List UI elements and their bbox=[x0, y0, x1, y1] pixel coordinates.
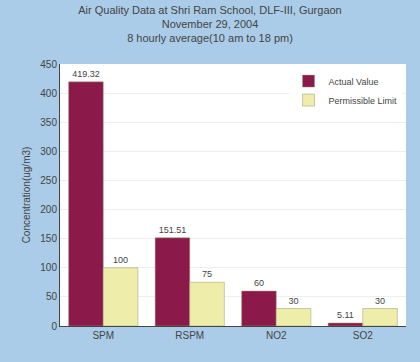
svg-text:300: 300 bbox=[40, 146, 57, 157]
svg-text:30: 30 bbox=[375, 296, 385, 306]
svg-text:RSPM: RSPM bbox=[175, 330, 204, 341]
svg-text:SO2: SO2 bbox=[353, 330, 373, 341]
svg-text:419.32: 419.32 bbox=[72, 69, 100, 79]
svg-text:350: 350 bbox=[40, 117, 57, 128]
svg-text:NO2: NO2 bbox=[266, 330, 287, 341]
svg-text:5.11: 5.11 bbox=[337, 310, 354, 320]
svg-text:Concentration(ug/m3): Concentration(ug/m3) bbox=[21, 147, 32, 244]
svg-text:450: 450 bbox=[40, 59, 57, 70]
svg-text:400: 400 bbox=[40, 88, 57, 99]
svg-text:75: 75 bbox=[202, 269, 212, 279]
svg-text:30: 30 bbox=[289, 296, 299, 306]
svg-text:Permissible Limit: Permissible Limit bbox=[329, 96, 398, 106]
svg-text:Actual Value: Actual Value bbox=[329, 77, 379, 87]
svg-text:Air Quality Data at Shri Ram S: Air Quality Data at Shri Ram School, DLF… bbox=[78, 4, 342, 45]
svg-text:100: 100 bbox=[40, 262, 57, 273]
svg-text:150: 150 bbox=[40, 233, 57, 244]
svg-text:0: 0 bbox=[51, 321, 57, 332]
svg-text:60: 60 bbox=[254, 278, 264, 288]
svg-text:200: 200 bbox=[40, 204, 57, 215]
svg-text:250: 250 bbox=[40, 175, 57, 186]
svg-text:SPM: SPM bbox=[92, 330, 114, 341]
svg-text:50: 50 bbox=[46, 291, 58, 302]
svg-text:151.51: 151.51 bbox=[159, 225, 187, 235]
svg-text:100: 100 bbox=[113, 255, 128, 265]
